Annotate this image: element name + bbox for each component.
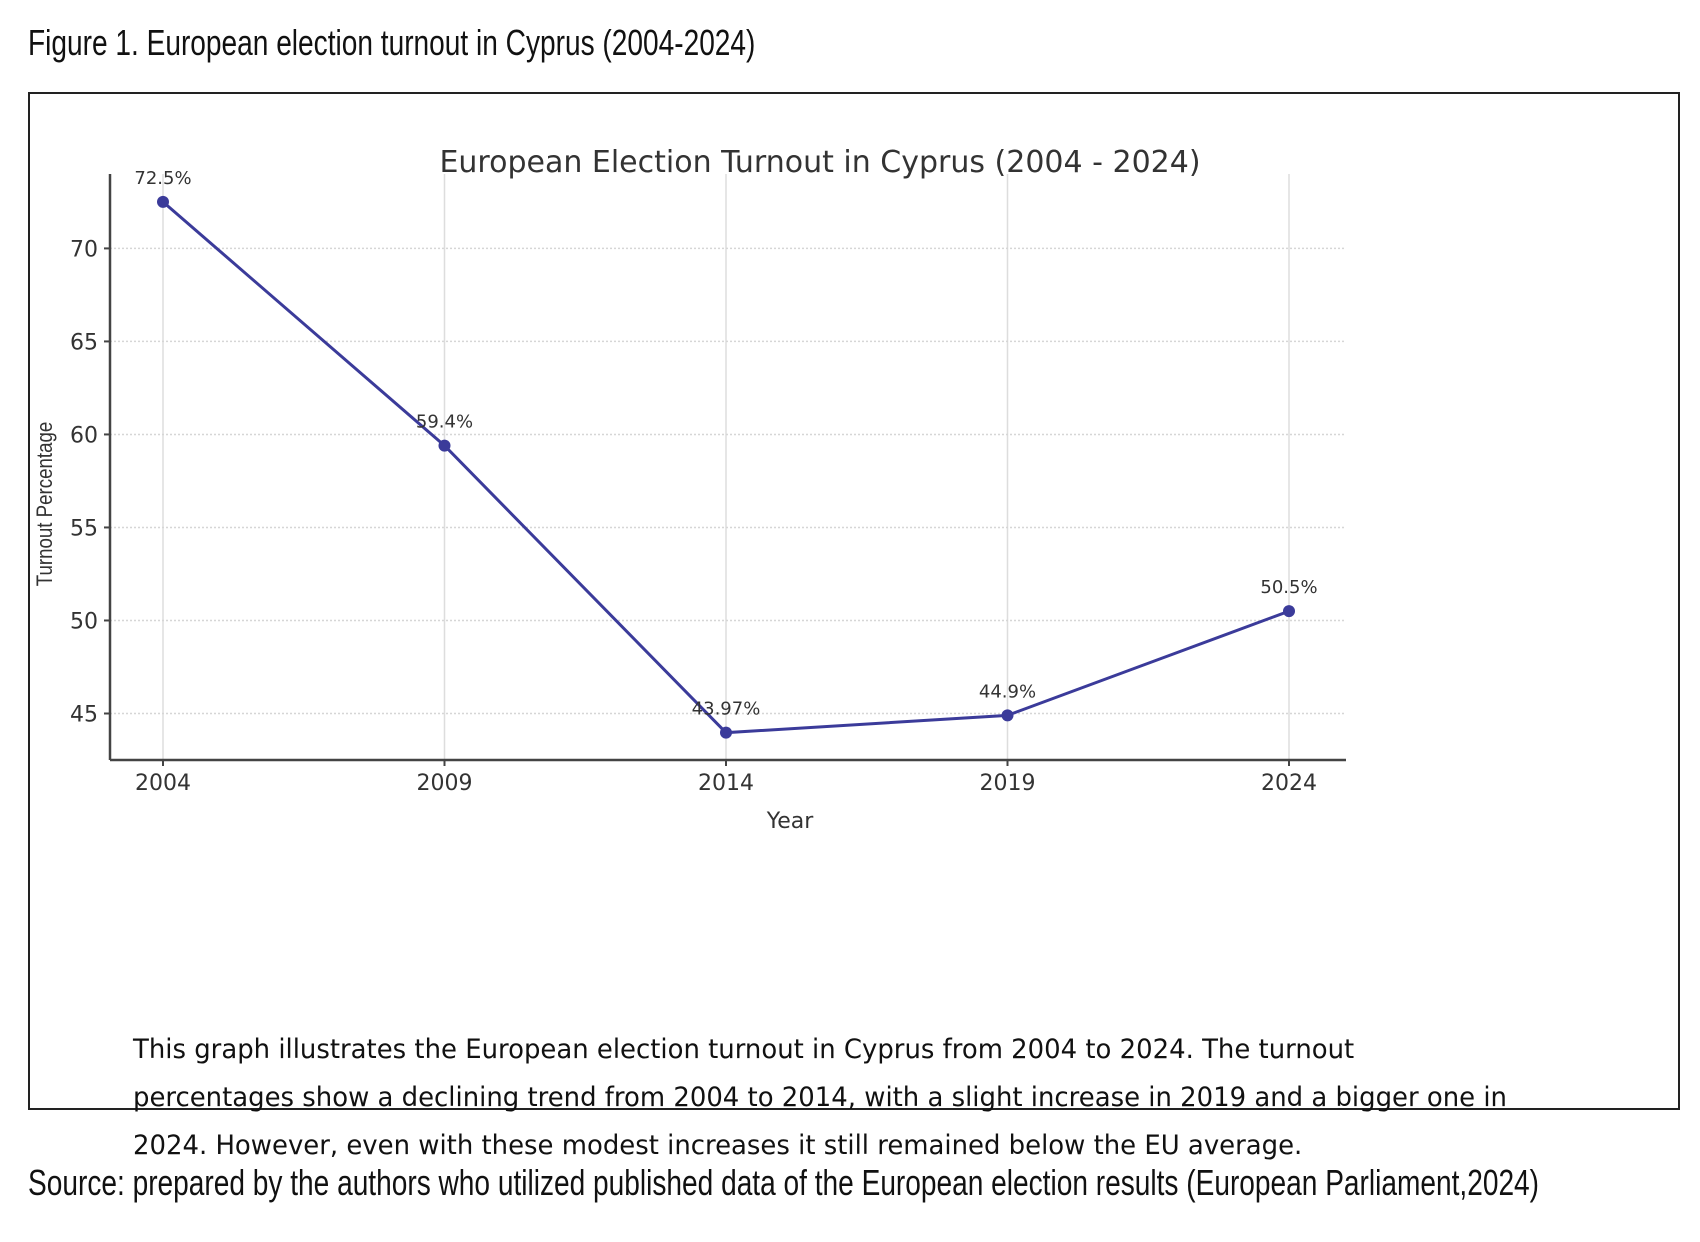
point-label-2004: 72.5% bbox=[134, 168, 191, 189]
axes bbox=[108, 174, 1346, 762]
data-point-2019 bbox=[1001, 709, 1014, 722]
chart-title: European Election Turnout in Cyprus (200… bbox=[439, 145, 1200, 180]
figure-caption: Figure 1. European election turnout in C… bbox=[28, 22, 756, 63]
point-label-2024: 50.5% bbox=[1260, 577, 1317, 598]
data-point-2009 bbox=[438, 439, 451, 452]
x-tick-label-2019: 2019 bbox=[980, 771, 1036, 796]
x-tick-label-2014: 2014 bbox=[698, 771, 754, 796]
line-chart: European Election Turnout in Cyprus (200… bbox=[34, 145, 1346, 834]
series-turnout bbox=[157, 195, 1295, 739]
x-tick-label-2024: 2024 bbox=[1261, 771, 1317, 796]
figure-frame: European Election Turnout in Cyprus (200… bbox=[28, 92, 1680, 1161]
y-tick-label-60: 60 bbox=[70, 423, 98, 448]
x-tick-label-2004: 2004 bbox=[135, 771, 191, 796]
point-label-2014: 43.97% bbox=[692, 699, 761, 720]
x-tick-labels: 2004 2009 2014 2019 2024 bbox=[135, 760, 1317, 796]
data-point-2014 bbox=[720, 726, 732, 739]
source-note: Source: prepared by the authors who util… bbox=[28, 1162, 1540, 1203]
y-tick-labels: 45 50 55 60 65 70 bbox=[70, 237, 110, 727]
data-point-2004 bbox=[157, 195, 169, 208]
y-tick-label-65: 65 bbox=[70, 330, 98, 355]
x-axis-label: Year bbox=[766, 809, 815, 834]
y-tick-label-45: 45 bbox=[70, 702, 98, 727]
point-label-2019: 44.9% bbox=[979, 681, 1036, 702]
x-tick-label-2009: 2009 bbox=[417, 771, 473, 796]
y-tick-label-50: 50 bbox=[70, 609, 98, 634]
y-tick-label-55: 55 bbox=[70, 516, 98, 541]
grid-lines bbox=[110, 174, 1346, 760]
data-point-2024 bbox=[1283, 605, 1295, 618]
figure-description: This graph illustrates the European elec… bbox=[133, 1034, 1507, 1161]
point-labels: 72.5% 59.4% 43.97% 44.9% 50.5% bbox=[134, 168, 1317, 720]
point-label-2009: 59.4% bbox=[416, 412, 473, 433]
y-axis-label: Turnout Percentage bbox=[34, 422, 58, 587]
y-tick-label-70: 70 bbox=[70, 237, 98, 262]
